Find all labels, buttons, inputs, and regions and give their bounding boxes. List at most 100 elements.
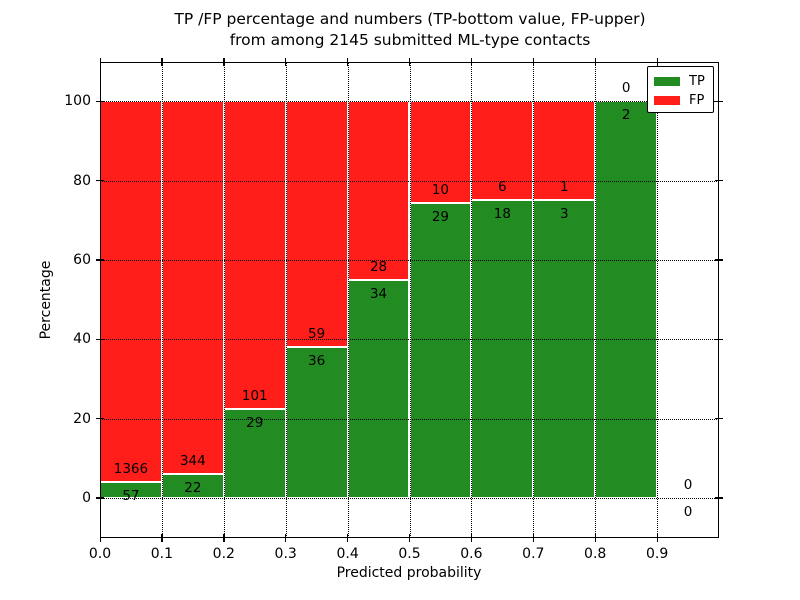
y-tick-mark-right — [715, 100, 723, 102]
y-tick-mark-right — [715, 418, 723, 420]
legend-swatch-fp — [654, 96, 680, 105]
tp-count-label: 3 — [559, 206, 569, 223]
tp-count-label: 36 — [308, 353, 326, 370]
y-tick-mark — [96, 418, 104, 420]
bar-segment-fp — [285, 101, 348, 348]
x-tick-mark-top — [656, 57, 658, 66]
y-axis-label: Percentage — [38, 260, 54, 340]
y-tick-mark-right — [715, 338, 723, 340]
fp-count-label: 1366 — [113, 460, 149, 477]
fp-count-label: 0 — [683, 476, 693, 493]
x-tick-mark-top — [99, 57, 101, 66]
x-tick-label: 0.2 — [212, 545, 235, 562]
fp-count-label: 344 — [179, 453, 206, 470]
y-tick-label: 60 — [73, 251, 91, 268]
x-tick-mark-top — [223, 57, 225, 66]
x-tick-mark — [347, 533, 349, 542]
chart-title-line1: TP /FP percentage and numbers (TP-bottom… — [174, 10, 646, 28]
x-gridline — [223, 61, 225, 538]
y-tick-mark-right — [715, 180, 723, 182]
bar-segment-tp — [471, 200, 534, 498]
chart-title: TP /FP percentage and numbers (TP-bottom… — [100, 9, 720, 51]
x-gridline — [533, 61, 535, 538]
x-gridline — [347, 61, 349, 538]
fp-count-label: 101 — [241, 388, 268, 405]
tp-count-label: 0 — [683, 503, 693, 520]
y-tick-mark-right — [715, 497, 723, 499]
x-gridline — [657, 61, 659, 538]
y-tick-mark — [96, 338, 104, 340]
x-gridline — [409, 61, 411, 538]
bar-segment-tp — [409, 202, 472, 498]
y-tick-label: 100 — [64, 93, 91, 110]
x-tick-mark-top — [347, 57, 349, 66]
x-gridline — [161, 61, 163, 538]
x-tick-mark-top — [161, 57, 163, 66]
x-tick-label: 0.5 — [398, 545, 421, 562]
x-gridline — [595, 61, 597, 538]
y-tick-mark — [96, 180, 104, 182]
y-tick-label: 40 — [73, 331, 91, 348]
legend-swatch-tp — [654, 77, 680, 86]
y-tick-mark — [96, 259, 104, 261]
x-tick-label: 0.7 — [522, 545, 545, 562]
tp-count-label: 29 — [431, 208, 450, 225]
y-tick-label: 80 — [73, 172, 91, 189]
x-tick-label: 0.3 — [274, 545, 297, 562]
tp-count-label: 57 — [122, 487, 140, 504]
tp-count-label: 2 — [621, 107, 631, 124]
x-tick-mark-top — [285, 57, 287, 66]
bar-segment-tp — [533, 200, 596, 498]
y-tick-label: 0 — [82, 489, 91, 506]
y-tick-mark — [96, 100, 104, 102]
x-tick-label: 0.0 — [88, 545, 112, 562]
x-tick-mark-top — [409, 57, 411, 66]
x-tick-mark — [409, 533, 411, 542]
x-tick-mark-top — [470, 57, 473, 66]
x-tick-mark — [161, 533, 163, 542]
x-tick-label: 0.8 — [584, 545, 607, 562]
y-tick-mark-right — [715, 259, 723, 261]
x-tick-label: 0.9 — [645, 545, 669, 562]
x-tick-label: 0.1 — [150, 545, 174, 562]
bar-segment-tp — [595, 101, 658, 498]
x-tick-mark-top — [594, 57, 596, 66]
tp-count-label: 22 — [184, 480, 202, 497]
x-tick-mark-top — [532, 57, 535, 66]
tp-count-label: 18 — [493, 206, 511, 223]
x-tick-label: 0.4 — [336, 545, 359, 562]
x-tick-mark — [99, 533, 101, 542]
bar-segment-fp — [223, 101, 286, 410]
legend-label: FP — [689, 93, 705, 108]
x-gridline — [471, 61, 473, 538]
legend-label: TP — [689, 74, 705, 89]
y-tick-mark — [96, 497, 104, 499]
fp-count-label: 1 — [559, 179, 569, 196]
y-tick-label: 20 — [73, 410, 91, 427]
legend-entry-fp: FP — [654, 91, 707, 110]
legend: TP FP — [647, 66, 714, 113]
x-tick-mark — [656, 533, 658, 542]
x-tick-mark — [285, 533, 287, 542]
legend-entry-tp: TP — [654, 72, 707, 91]
chart-title-line2: from among 2145 submitted ML-type contac… — [229, 31, 591, 49]
x-gridline — [285, 61, 287, 538]
fp-count-label: 6 — [498, 179, 507, 196]
fp-count-label: 59 — [308, 326, 326, 343]
x-tick-mark — [470, 533, 473, 542]
bar-segment-tp — [285, 347, 348, 498]
x-tick-mark — [532, 533, 535, 542]
bar-segment-tp — [347, 280, 410, 498]
tp-count-label: 29 — [246, 415, 264, 432]
x-axis-label: Predicted probability — [336, 565, 482, 581]
tp-count-label: 34 — [369, 286, 388, 303]
x-tick-mark — [223, 533, 225, 542]
bar-segment-fp — [347, 101, 410, 281]
x-tick-mark — [594, 533, 596, 542]
fp-count-label: 0 — [621, 80, 631, 97]
fp-count-label: 10 — [431, 181, 450, 198]
x-tick-label: 0.6 — [460, 545, 483, 562]
bar-segment-fp — [100, 101, 162, 482]
fp-count-label: 28 — [369, 259, 388, 276]
